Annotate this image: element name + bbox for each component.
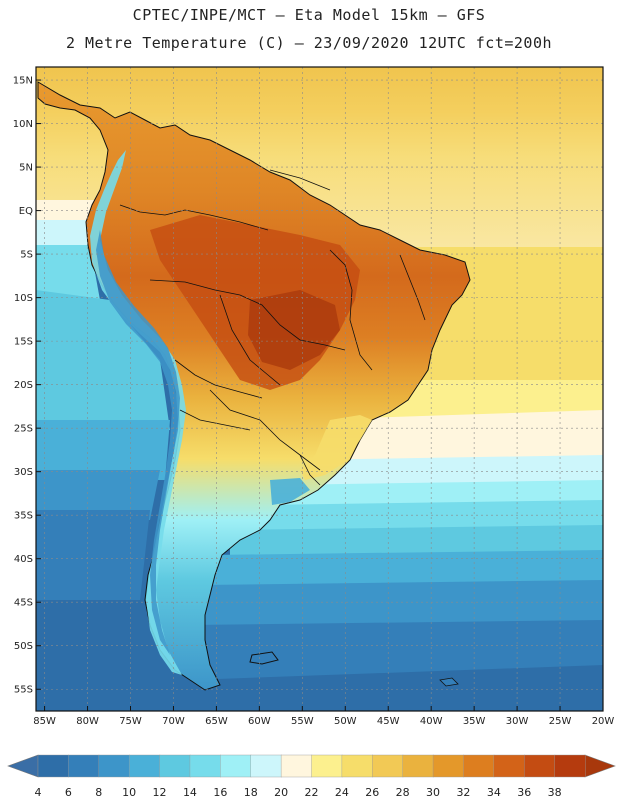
- lon-label: 50W: [334, 716, 357, 727]
- colorbar-swatch: [159, 754, 191, 778]
- colorbar-swatch: [554, 754, 586, 778]
- colorbar-label: 6: [65, 786, 72, 799]
- lon-label: 25W: [549, 716, 572, 727]
- lon-label: 75W: [119, 716, 142, 727]
- chart-subtitle: 2 Metre Temperature (C) – 23/09/2020 12U…: [65, 34, 553, 52]
- colorbar-high-arrow: [584, 754, 616, 778]
- colorbar-label: 8: [95, 786, 102, 799]
- lat-label: 15S: [14, 337, 33, 348]
- colorbar-swatch: [220, 754, 252, 778]
- lon-label: 35W: [463, 716, 486, 727]
- colorbar-swatch: [402, 754, 434, 778]
- colorbar-label: 32: [456, 786, 470, 799]
- lat-label: EQ: [19, 206, 33, 217]
- colorbar-swatch: [432, 754, 465, 778]
- colorbar-swatch: [189, 754, 222, 778]
- colorbar-swatch: [372, 754, 404, 778]
- lat-label: 35S: [14, 511, 33, 522]
- lon-label: 85W: [33, 716, 56, 727]
- lat-label: 45S: [14, 598, 33, 609]
- colorbar-label: 26: [365, 786, 379, 799]
- chart-title: CPTEC/INPE/MCT – Eta Model 15km – GFS: [132, 6, 486, 24]
- lat-label: 10S: [14, 293, 33, 304]
- lat-label: 5S: [20, 250, 33, 261]
- color-legend: 4 6 8 10 12 14 16 18 20 22 24 26 28 30 32 34 36 38: [7, 754, 616, 799]
- graticule: [36, 67, 603, 711]
- colorbar-label: 4: [35, 786, 42, 799]
- country-borders: [119, 169, 426, 486]
- land-mass: [37, 81, 471, 691]
- lon-label: 45W: [377, 716, 400, 727]
- colorbar-swatch: [98, 754, 130, 778]
- colorbar-swatch: [128, 754, 161, 778]
- colorbar-swatch: [493, 754, 525, 778]
- colorbar-swatch: [37, 754, 70, 778]
- colorbar-swatch: [463, 754, 495, 778]
- colorbar-label: 12: [153, 786, 167, 799]
- colorbar-swatch: [341, 754, 373, 778]
- colorbar-label: 10: [122, 786, 136, 799]
- colorbar-swatch: [250, 754, 282, 778]
- lon-label: 65W: [205, 716, 228, 727]
- colorbar-label: 36: [517, 786, 531, 799]
- lat-label: 40S: [14, 554, 33, 565]
- lon-label: 60W: [248, 716, 271, 727]
- colorbar-swatch: [524, 754, 556, 778]
- lat-label: 55S: [14, 685, 33, 696]
- lat-label: 10N: [13, 119, 33, 130]
- colorbar-label: 34: [487, 786, 501, 799]
- lat-label: 15N: [13, 76, 33, 87]
- colorbar-label: 20: [274, 786, 288, 799]
- lon-label: 80W: [76, 716, 99, 727]
- colorbar-label: 38: [548, 786, 562, 799]
- latitude-labels: 15N 10N 5N EQ 5S 10S 15S 20S 25S 30S 35S 40S 45S 50S 5…: [13, 76, 41, 696]
- colorbar-swatch: [311, 754, 343, 778]
- lat-label: 5N: [19, 163, 33, 174]
- lat-label: 30S: [14, 467, 33, 478]
- ocean-field: [36, 67, 603, 711]
- longitude-labels: 85W 80W 75W 70W 65W 60W 55W 50W 45W 40W 35W 30W 25W 2…: [33, 706, 614, 727]
- colorbar-label: 30: [426, 786, 440, 799]
- colorbar-label: 16: [213, 786, 227, 799]
- colorbar-label: 28: [396, 786, 410, 799]
- colorbar-low-arrow: [7, 754, 39, 778]
- colorbar-label: 24: [335, 786, 349, 799]
- lon-label: 30W: [506, 716, 529, 727]
- colorbar-swatch: [280, 754, 313, 778]
- lat-label: 50S: [14, 641, 33, 652]
- colorbar-swatch: [68, 754, 100, 778]
- lat-label: 25S: [14, 424, 33, 435]
- map-frame: [35, 66, 604, 712]
- lon-label: 70W: [162, 716, 185, 727]
- lat-label: 20S: [14, 380, 33, 391]
- lon-label: 55W: [291, 716, 314, 727]
- colorbar-label: 22: [305, 786, 319, 799]
- colorbar-label: 18: [244, 786, 258, 799]
- lon-label: 20W: [592, 716, 615, 727]
- lon-label: 40W: [420, 716, 443, 727]
- colorbar-label: 14: [183, 786, 197, 799]
